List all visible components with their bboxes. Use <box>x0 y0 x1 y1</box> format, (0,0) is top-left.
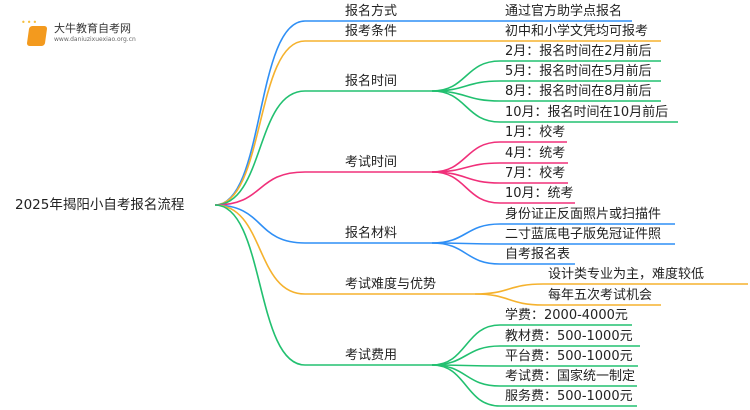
leaf-label: 通过官方助学点报名 <box>505 4 623 19</box>
branch-connector <box>214 90 306 206</box>
branch-connector <box>214 204 306 244</box>
leaf-label: 5月：报名时间在5月前后 <box>505 64 652 79</box>
leaf-connector <box>431 141 567 173</box>
leaf-label: 每年五次考试机会 <box>548 288 653 303</box>
branch-connector <box>214 204 306 295</box>
leaf-label: 7月：校考 <box>505 166 566 181</box>
leaf-label: 2月：报名时间在2月前后 <box>505 44 652 59</box>
leaf-connector <box>431 364 637 407</box>
leaf-label: 8月：报名时间在8月前后 <box>505 84 652 99</box>
leaf-label: 设计类专业为主，难度较低 <box>548 267 705 282</box>
leaf-connector <box>431 345 640 366</box>
branch-label: 考试难度与优势 <box>345 277 437 292</box>
leaf-label: 学费：2000-4000元 <box>505 308 628 323</box>
leaf-connector <box>474 293 661 306</box>
logo-name: 大牛教育自考网 <box>54 22 131 35</box>
sun-dots-icon: ••• <box>21 18 39 27</box>
branch-label: 报名方式 <box>345 4 398 19</box>
leaf-label: 服务费：500-1000元 <box>505 389 633 404</box>
leaf-connector <box>431 171 575 204</box>
leaf-connector <box>431 324 632 366</box>
leaf-label: 4月：统考 <box>505 146 566 161</box>
branch-connector <box>214 20 306 206</box>
leaf-label: 初中和小学文凭均可报考 <box>505 24 649 39</box>
leaf-connector <box>431 90 678 123</box>
root-node: 2025年揭阳小自考报名流程 <box>15 197 185 213</box>
branch-label: 报考条件 <box>345 24 398 39</box>
leaf-label: 二寸蓝底电子版免冠证件照 <box>505 227 662 242</box>
branch-label: 考试费用 <box>345 348 398 363</box>
leaf-connector <box>431 242 575 265</box>
leaf-label: 身份证正反面照片或扫描件 <box>505 207 662 222</box>
branch-connector <box>214 204 306 366</box>
leaf-label: 教材费：500-1000元 <box>505 329 633 344</box>
leaf-connector <box>431 242 675 245</box>
leaf-label: 平台费：500-1000元 <box>505 349 633 364</box>
branch-label: 考试时间 <box>345 155 398 170</box>
branch-connector <box>214 171 306 206</box>
branch-connector <box>214 40 306 206</box>
logo: ••• 大牛教育自考网 www.daniuzixuexiao.org.cn <box>18 14 158 50</box>
leaf-label: 10月：报名时间在10月前后 <box>505 105 669 120</box>
branch-label: 报名材料 <box>345 226 398 241</box>
leaf-label: 自考报名表 <box>505 247 571 262</box>
leaf-connector <box>431 60 661 92</box>
leaf-connector <box>431 223 675 244</box>
leaf-label: 考试费：国家统一制定 <box>505 369 636 384</box>
leaf-label: 1月：校考 <box>505 125 566 140</box>
branch-label: 报名时间 <box>345 74 398 89</box>
leaf-connector <box>431 364 638 367</box>
leaf-label: 10月：统考 <box>505 186 574 201</box>
logo-url: www.daniuzixuexiao.org.cn <box>54 36 136 43</box>
